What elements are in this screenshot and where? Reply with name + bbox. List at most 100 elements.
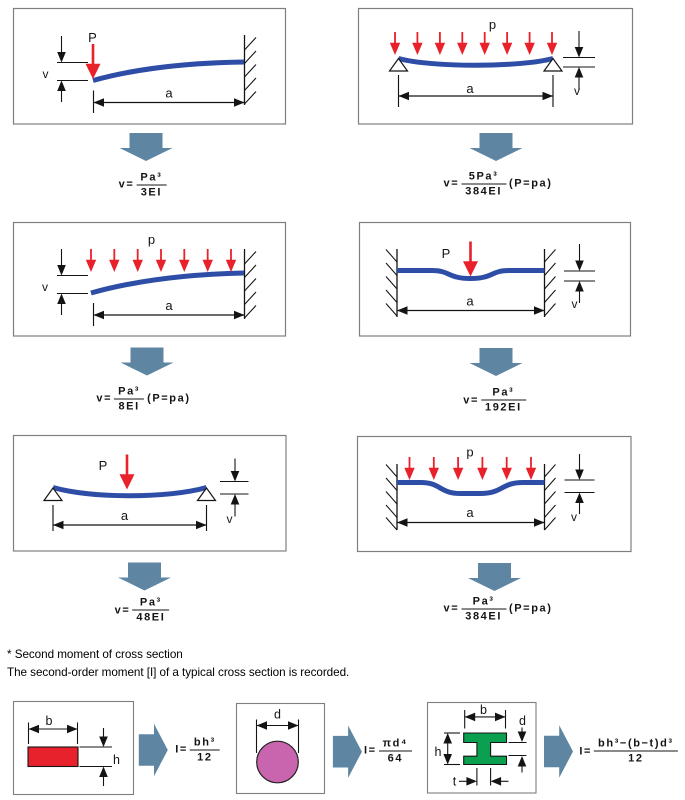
diameter-label: d bbox=[274, 708, 281, 722]
deflection-label: v bbox=[42, 280, 48, 294]
deflection-label: v bbox=[571, 510, 577, 524]
formula-numerator: Pa³ bbox=[140, 171, 163, 183]
point-load-arrow bbox=[119, 454, 135, 490]
load-label: P bbox=[99, 458, 108, 473]
deflected-beam bbox=[397, 480, 545, 496]
deflection-dimension bbox=[563, 31, 595, 90]
section-circle-frame bbox=[235, 702, 326, 795]
beam-case-3-frame bbox=[12, 221, 287, 337]
beam-case-4-diagram: P v a bbox=[358, 221, 632, 337]
width-label: b bbox=[46, 714, 53, 728]
beam-case-6-diagram: p v a bbox=[356, 435, 632, 553]
flow-down-arrow-4 bbox=[469, 348, 523, 376]
formula-lhs: I= bbox=[363, 744, 377, 757]
inertia-formula-ibeam: I= bh³−(b−t)d³ 12 bbox=[579, 738, 678, 765]
wall-hatching-left bbox=[385, 464, 398, 531]
formula-lhs: v= bbox=[114, 604, 131, 616]
wall-hatching-right bbox=[543, 249, 556, 317]
flow-down-arrow-3 bbox=[120, 347, 174, 376]
span-dimension bbox=[397, 518, 545, 527]
rectangle-section-shape bbox=[27, 746, 79, 768]
section-rectangle-frame bbox=[12, 700, 135, 796]
flow-down-arrow-2 bbox=[469, 133, 523, 161]
deflected-beam bbox=[52, 485, 208, 499]
formula-fraction: Pa³ 384EI bbox=[461, 595, 506, 622]
formula-denominator: 12 bbox=[189, 749, 220, 763]
formula-denominator: 48EI bbox=[132, 609, 170, 624]
wall-hatching-right bbox=[243, 35, 257, 105]
height-label: h bbox=[113, 753, 120, 767]
formula-suffix: (P=pa) bbox=[508, 177, 553, 190]
formula-fraction: Pa³ 48EI bbox=[132, 597, 170, 624]
wall-hatching-right bbox=[543, 464, 556, 531]
span-label: a bbox=[466, 505, 474, 520]
deflection-dimension bbox=[57, 249, 88, 315]
span-label: a bbox=[121, 508, 129, 523]
formula-numerator: bh³ bbox=[193, 736, 216, 748]
deflection-formula-6: v= Pa³ 384EI (P=pa) bbox=[443, 595, 552, 622]
formula-denominator: 64 bbox=[378, 750, 413, 764]
second-moment-note: * Second moment of cross section The sec… bbox=[7, 646, 349, 681]
inertia-formula-rectangle: I= bh³ 12 bbox=[175, 736, 220, 763]
formula-numerator: 5Pa³ bbox=[468, 170, 499, 182]
formula-lhs: I= bbox=[579, 745, 593, 757]
formula-numerator: Pa³ bbox=[472, 595, 495, 607]
width-dimension bbox=[27, 722, 79, 744]
section-ibeam-diagram: b h d t bbox=[426, 701, 537, 794]
span-dimension bbox=[52, 505, 208, 531]
beam-case-1-frame bbox=[12, 7, 287, 125]
deflection-label: v bbox=[227, 512, 233, 526]
point-load-arrow bbox=[85, 44, 101, 79]
formula-suffix: (P=pa) bbox=[147, 392, 191, 405]
ibeam-section-shape bbox=[463, 732, 508, 766]
formula-fraction: 5Pa³ 384EI bbox=[461, 170, 506, 197]
inner-depth-dimension bbox=[508, 727, 527, 773]
wall-hatching-left bbox=[385, 249, 398, 317]
deflection-formula-4: v= Pa³ 192EI bbox=[463, 387, 529, 414]
flow-right-arrow-1 bbox=[138, 723, 168, 777]
web-thickness-dimension bbox=[459, 768, 509, 786]
span-dimension bbox=[397, 75, 554, 107]
load-label: p bbox=[489, 17, 496, 32]
load-label: p bbox=[148, 232, 155, 247]
diameter-dimension bbox=[255, 719, 300, 753]
formula-lhs: v= bbox=[118, 178, 135, 191]
deflected-beam bbox=[397, 56, 554, 68]
formula-denominator: 192EI bbox=[481, 399, 526, 414]
beam-case-5-diagram: P v a bbox=[12, 434, 287, 552]
formula-denominator: 384EI bbox=[461, 183, 506, 197]
circle-section-shape bbox=[256, 740, 299, 784]
flow-down-arrow-5 bbox=[118, 562, 171, 591]
formula-numerator: Pa³ bbox=[118, 385, 141, 398]
wall-hatching-right bbox=[243, 249, 257, 319]
deflection-label: v bbox=[43, 67, 49, 81]
formula-fraction: Pa³ 3EI bbox=[136, 171, 167, 198]
inner-depth-label: d bbox=[519, 714, 526, 728]
load-label: P bbox=[88, 30, 97, 45]
formula-denominator: 3EI bbox=[136, 184, 167, 198]
deflection-formula-3: v= Pa³ 8EI (P=pa) bbox=[96, 385, 190, 412]
span-dimension bbox=[92, 90, 245, 113]
deflected-beam bbox=[397, 268, 545, 282]
section-rectangle-diagram: b h bbox=[12, 700, 135, 796]
load-label: P bbox=[442, 246, 451, 261]
beam-case-4-frame bbox=[358, 221, 632, 337]
flow-down-arrow-1 bbox=[119, 133, 173, 161]
formula-lhs: v= bbox=[96, 392, 113, 405]
formula-denominator: 8EI bbox=[114, 398, 145, 412]
beam-case-3-diagram: p v a bbox=[12, 221, 287, 337]
formula-lhs: v= bbox=[443, 177, 460, 190]
uniform-load-arrows bbox=[404, 457, 537, 480]
load-label: p bbox=[466, 445, 473, 460]
section-circle-diagram: d bbox=[235, 702, 326, 795]
uniform-load-arrows bbox=[85, 249, 237, 272]
formula-lhs: v= bbox=[463, 394, 479, 406]
formula-numerator: Pa³ bbox=[492, 386, 515, 399]
span-dimension bbox=[397, 306, 545, 315]
beam-case-2-frame bbox=[357, 7, 634, 125]
note-line-1: * Second moment of cross section bbox=[7, 648, 183, 661]
height-dimension bbox=[79, 728, 112, 786]
deflection-dimension bbox=[564, 454, 595, 514]
inertia-formula-circle: I= πd⁴ 64 bbox=[363, 737, 413, 764]
